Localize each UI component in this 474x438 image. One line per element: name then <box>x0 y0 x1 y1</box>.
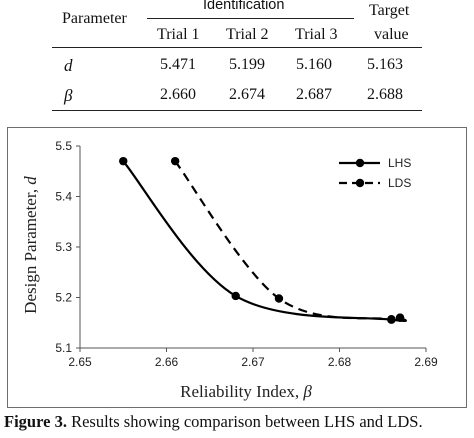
x-tick-label: 2.68 <box>328 355 352 369</box>
y-tick-label: 5.5 <box>55 139 72 153</box>
data-point-lds <box>395 313 405 322</box>
col-header-trial-1: Trial 1 <box>157 26 200 43</box>
row-d-target: 5.163 <box>367 56 403 73</box>
x-tick-label: 2.66 <box>155 355 179 369</box>
legend-label-lhs: LHS <box>388 156 411 170</box>
row-d-symbol: d <box>64 56 73 75</box>
header-bottom-rule <box>52 47 422 49</box>
col-header-trial-2: Trial 2 <box>226 26 269 43</box>
data-point-lds <box>274 294 284 303</box>
chart-series <box>119 156 407 324</box>
row-beta-trial-3: 2.687 <box>296 86 332 103</box>
row-beta-trial-1: 2.660 <box>160 86 196 103</box>
x-tick-labels: 2.65 2.66 2.67 2.68 2.69 <box>68 355 438 369</box>
figure-caption: Figure 3. Results showing comparison bet… <box>4 412 423 432</box>
series-line-lhs <box>122 160 407 323</box>
chart-axes <box>76 145 427 352</box>
col-header-identification: Identification <box>203 0 285 13</box>
row-beta-symbol: β <box>64 86 73 105</box>
col-header-trial-3: Trial 3 <box>295 26 338 43</box>
row-beta-target: 2.688 <box>367 86 403 103</box>
x-tick-label: 2.67 <box>241 355 265 369</box>
y-axis-label-symbol: d <box>21 176 40 185</box>
y-axis-label-text: Design Parameter, <box>21 185 40 314</box>
row-d-trial-1: 5.471 <box>160 56 196 73</box>
data-point-lhs <box>231 291 240 301</box>
y-tick-labels: 5.1 5.2 5.3 5.4 5.5 <box>55 139 72 355</box>
x-axis-label-symbol: β <box>302 382 312 401</box>
caption-label: Figure 3. <box>4 412 67 431</box>
data-point-lds <box>170 156 180 166</box>
col-header-target-line2: value <box>374 26 409 43</box>
series-line-lds <box>174 160 404 322</box>
y-axis-label: Design Parameter, d <box>21 176 40 314</box>
caption-text: Results showing comparison between LHS a… <box>66 412 423 431</box>
row-d-trial-2: 5.199 <box>229 56 265 73</box>
x-tick-label: 2.65 <box>68 355 92 369</box>
row-beta-trial-2: 2.674 <box>229 86 265 103</box>
y-tick-label: 5.2 <box>55 291 72 305</box>
y-tick-label: 5.4 <box>55 190 72 204</box>
row-d-trial-3: 5.160 <box>296 56 332 73</box>
x-tick-label: 2.69 <box>414 355 438 369</box>
legend-marker-lhs <box>355 158 365 168</box>
y-tick-label: 5.1 <box>55 341 72 355</box>
col-header-parameter: Parameter <box>62 10 127 27</box>
legend-label-lds: LDS <box>388 176 411 190</box>
chart-frame <box>7 127 467 408</box>
header-group-rule <box>147 18 354 20</box>
data-point-lhs <box>119 156 128 166</box>
col-header-target-line1: Target <box>369 2 410 19</box>
x-axis-label-text: Reliability Index, <box>180 382 303 401</box>
x-axis-label: Reliability Index, β <box>180 382 312 401</box>
legend-marker-lds <box>355 178 365 188</box>
table-bottom-rule <box>52 110 422 112</box>
data-point-lds <box>387 315 396 324</box>
y-tick-label: 5.3 <box>55 240 72 254</box>
chart-legend: LHS LDS <box>339 156 411 190</box>
